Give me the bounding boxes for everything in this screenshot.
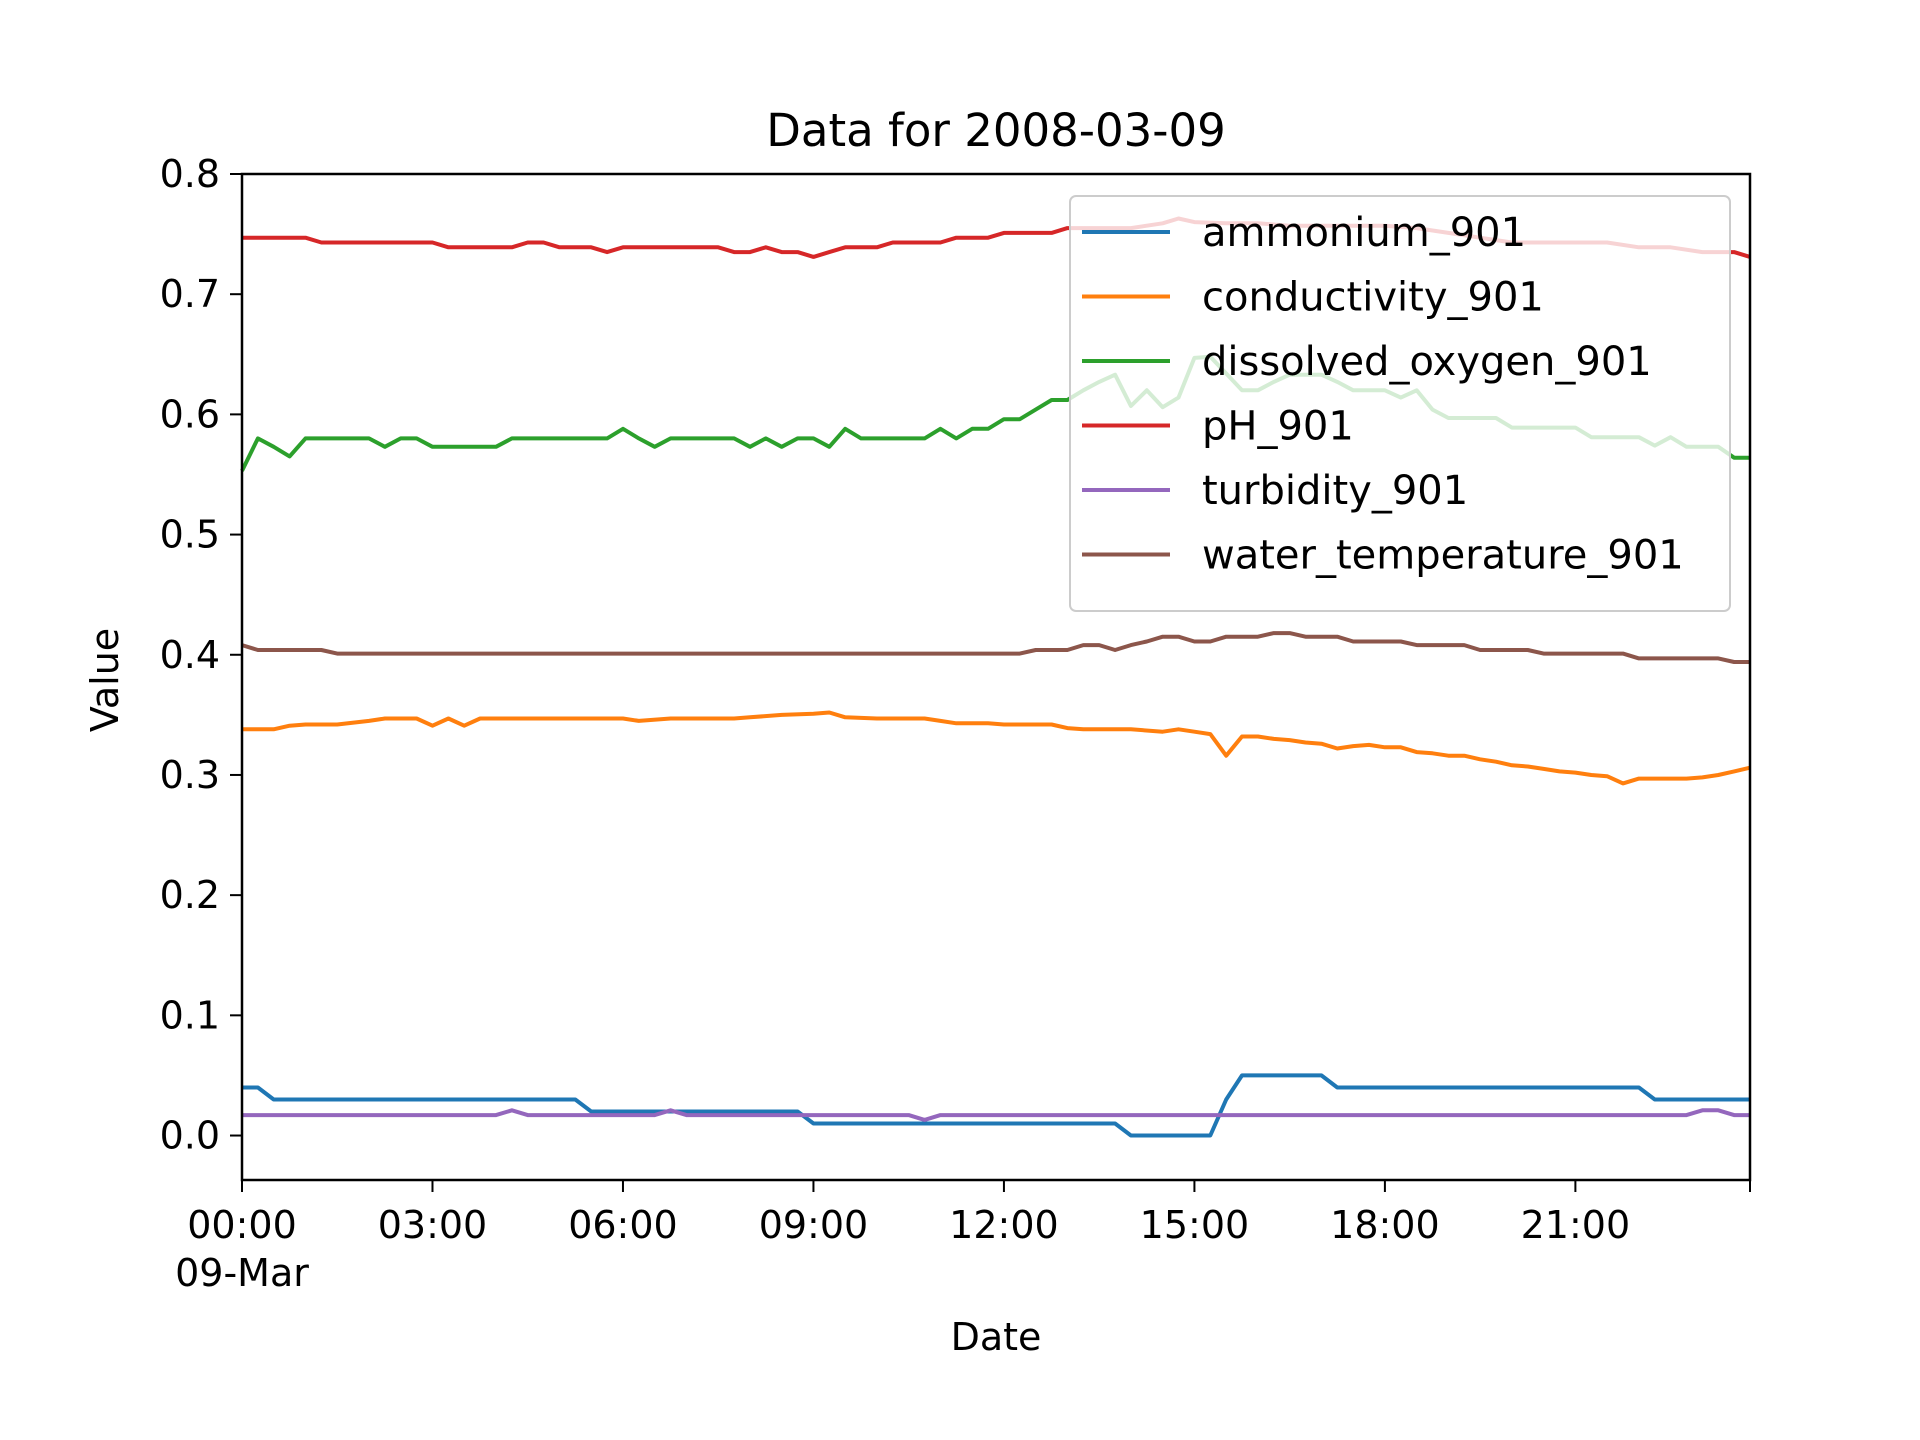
- y-tick-label: 0.4: [160, 633, 220, 677]
- series-line-conductivity_901: [242, 710, 1751, 786]
- x-tick-label: 00:00: [187, 1203, 297, 1247]
- x-tick-label: 18:00: [1330, 1203, 1440, 1247]
- x-tick-label: 09:00: [759, 1203, 869, 1247]
- y-tick-label: 0.7: [160, 272, 220, 316]
- x-tick-label: 12:00: [949, 1203, 1059, 1247]
- y-axis-label: Value: [83, 628, 127, 732]
- x-tick-label: 15:00: [1140, 1203, 1250, 1247]
- y-tick-label: 0.1: [160, 993, 220, 1037]
- y-tick-label: 0.5: [160, 513, 220, 557]
- legend-box: [1069, 195, 1731, 612]
- x-tick-label: 21:00: [1521, 1203, 1631, 1247]
- plot-frame: [240, 172, 1752, 1182]
- legend-label: ammonium_901: [1202, 210, 1526, 256]
- series-line-ammonium_901: [242, 1073, 1750, 1138]
- y-tick-label: 0.3: [160, 753, 220, 797]
- legend: ammonium_901 conductivity_901 dissolved_ox…: [1069, 195, 1731, 612]
- x-axis-label: Date: [951, 1315, 1042, 1359]
- x-tick-label: 03:00: [378, 1203, 488, 1247]
- x-tick-label: 06:00: [568, 1203, 678, 1247]
- legend-label: pH_901: [1202, 404, 1354, 450]
- y-tick-label: 0.8: [160, 152, 220, 196]
- legend-label: dissolved_oxygen_901: [1202, 339, 1652, 385]
- y-axis: 0.0 0.1 0.2 0.3 0.4 0.5 0.6 0.7 0.8: [160, 152, 242, 1158]
- legend-label: water_temperature_901: [1202, 533, 1684, 579]
- chart-title: Data for 2008-03-09: [766, 104, 1225, 157]
- legend-label: conductivity_901: [1202, 275, 1544, 321]
- y-tick-label: 0.2: [160, 873, 220, 917]
- series-line-water_temperature_901: [241, 631, 1750, 664]
- legend-label: turbidity_901: [1202, 468, 1468, 514]
- series-line-turbidity_901: [242, 1108, 1750, 1122]
- y-tick-label: 0.6: [160, 392, 220, 436]
- series-layer: [240, 216, 1751, 1138]
- x-tick-sublabel: 09-Mar: [175, 1251, 309, 1295]
- y-tick-label: 0.0: [160, 1114, 220, 1158]
